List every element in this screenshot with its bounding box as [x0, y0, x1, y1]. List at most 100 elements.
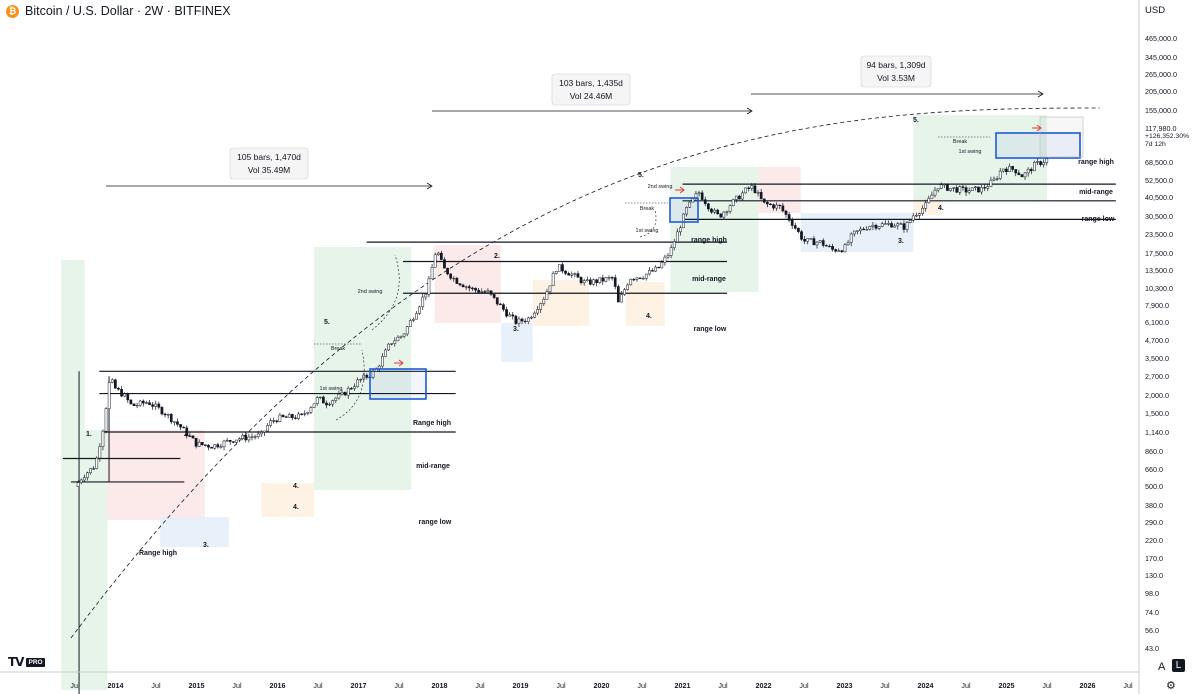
candle-body [148, 402, 151, 405]
swing-arc [371, 254, 400, 331]
phase-number: 3. [513, 326, 519, 333]
phase-number: 3. [898, 238, 904, 245]
projection-box [1039, 116, 1084, 158]
measure-bars-text: 103 bars, 1,435d [559, 78, 623, 88]
candle-body [961, 186, 965, 188]
candle-body [1029, 168, 1033, 172]
candle-body [495, 297, 499, 305]
measure-tools: 105 bars, 1,470d Vol 35.49M 103 bars, 1,43… [106, 55, 1044, 190]
candle-body [76, 482, 80, 487]
candle-body [244, 435, 248, 441]
candle-body [514, 315, 518, 324]
candle-body [287, 414, 291, 418]
candle-body [632, 278, 636, 281]
time-axis-label: Jul [1042, 681, 1052, 690]
price-axis-label: 17,500.0 [1145, 249, 1173, 258]
swing-note: 2nd swing [648, 184, 673, 190]
candle-body [983, 187, 987, 189]
candle-body [933, 189, 937, 196]
candle-body [756, 192, 760, 194]
tradingview-logo[interactable]: TV PRO [8, 655, 45, 669]
phase-number: 4. [293, 483, 299, 490]
candle-body [784, 210, 788, 215]
price-axis-label: 6,100.0 [1145, 318, 1169, 327]
candle-body [1023, 172, 1027, 178]
candle-body [682, 213, 685, 229]
candle-body [862, 228, 865, 231]
candle-body [679, 227, 682, 233]
swing-note: Break [331, 346, 346, 352]
measure-bars-text: 94 bars, 1,309d [866, 60, 925, 70]
candle-body [545, 291, 549, 300]
candle-body [846, 242, 850, 246]
candle-body [887, 223, 890, 225]
time-axis-label: 2014 [108, 681, 124, 690]
candle-body [169, 414, 173, 423]
candle-body [977, 186, 980, 193]
candle-body [728, 205, 732, 212]
bitcoin-icon: ₿ [6, 4, 19, 18]
price-axis-label: 7,900.0 [1145, 301, 1169, 310]
candle-body [579, 277, 583, 284]
candle-body [797, 228, 800, 232]
candle-body [828, 245, 831, 248]
log-scale-button[interactable]: L [1172, 659, 1185, 672]
candle-body [567, 273, 571, 276]
candle-body [616, 286, 620, 303]
level-label: mid-range [1079, 189, 1113, 196]
price-axis-label: 2,000.0 [1145, 391, 1169, 400]
time-axis-label: Jul [718, 681, 728, 690]
candle-body [132, 403, 136, 406]
time-axis-label: Jul [313, 681, 323, 690]
price-axis-label: +126,352.30% [1145, 133, 1189, 140]
candle-body [511, 314, 515, 317]
price-axis-label: 23,500.0 [1145, 230, 1173, 239]
candle-body [840, 250, 844, 253]
arrow-right-icon [1037, 90, 1044, 98]
gear-icon[interactable]: ⚙ [1166, 680, 1176, 692]
candle-body [204, 444, 207, 446]
candle-body [536, 309, 539, 314]
candle-body [719, 213, 723, 218]
candle-body [958, 186, 962, 193]
candle-body [548, 285, 552, 292]
price-axis-label: 98.0 [1145, 589, 1159, 598]
phase-number: 4. [938, 205, 944, 212]
candle-body [433, 254, 437, 268]
chart-title[interactable]: Bitcoin / U.S. Dollar · 2W · BITFINEX [25, 4, 231, 18]
candle-body [216, 444, 220, 448]
auto-scale-button[interactable]: A [1158, 661, 1166, 673]
phase-number: 4. [293, 504, 299, 511]
candle-body [703, 199, 707, 204]
candle-body [927, 198, 931, 204]
price-axis-label: 3,500.0 [1145, 354, 1169, 363]
phase-number: 5. [638, 172, 644, 179]
candle-body [256, 433, 260, 437]
candle-body [856, 230, 859, 232]
candle-body [197, 442, 201, 447]
candle-body [890, 223, 893, 228]
candle-body [852, 230, 856, 235]
price-axis-label: 170.0 [1145, 554, 1163, 563]
currency-label[interactable]: USD [1145, 5, 1166, 16]
candle-body [290, 414, 294, 418]
level-label: range high [1078, 159, 1114, 166]
level-label: range low [419, 519, 452, 526]
candle-body [824, 245, 828, 247]
candle-body [654, 266, 657, 272]
candle-body [986, 186, 990, 189]
highlight-box [669, 197, 699, 223]
candle-body [607, 277, 611, 279]
candles [76, 157, 1049, 487]
candle-body [424, 294, 428, 298]
candle-body [250, 436, 254, 438]
time-axis-label: Jul [799, 681, 809, 690]
candle-body [486, 290, 490, 293]
candle-body [716, 209, 720, 215]
candle-body [1014, 169, 1018, 174]
candle-body [821, 240, 825, 246]
candle-body [166, 414, 170, 416]
time-axis-label: Jul [637, 681, 647, 690]
candle-body [318, 396, 322, 399]
